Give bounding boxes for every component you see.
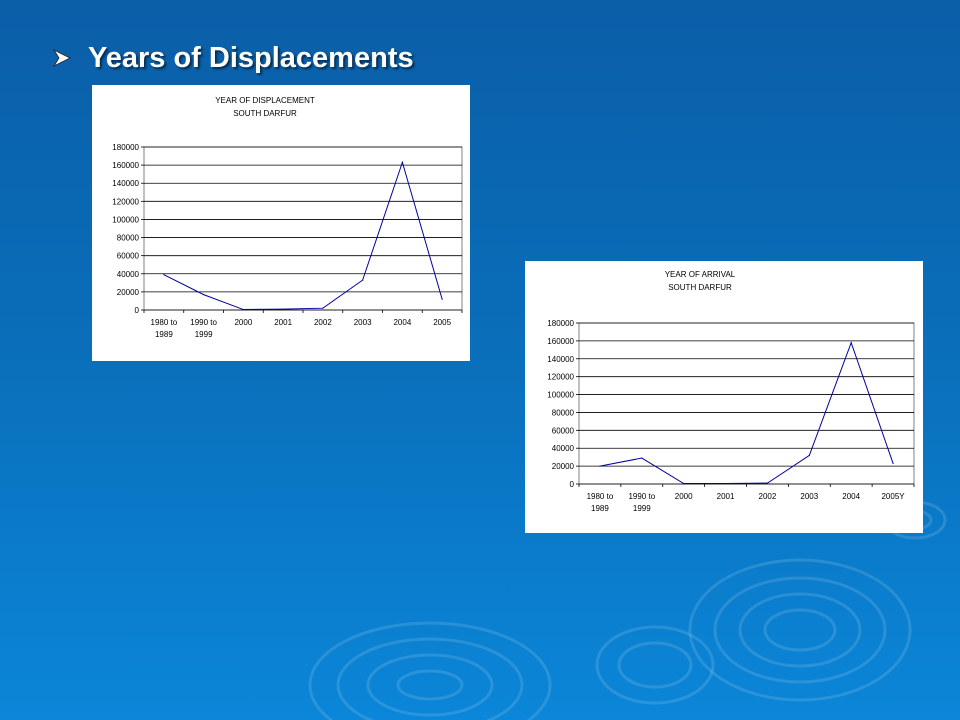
y-tick-label: 140000 xyxy=(112,179,139,188)
y-tick-label: 80000 xyxy=(117,234,140,243)
x-tick-label: 2004 xyxy=(842,492,860,501)
data-point xyxy=(724,482,727,485)
data-point xyxy=(683,482,685,485)
x-tick-label: 1989 xyxy=(155,330,173,339)
x-tick-label: 1990 to xyxy=(628,492,655,501)
x-tick-label: 2001 xyxy=(717,492,735,501)
y-tick-label: 180000 xyxy=(547,319,574,328)
x-tick-label: 1980 to xyxy=(587,492,614,501)
y-tick-label: 100000 xyxy=(112,215,139,224)
chart-year-of-arrival: YEAR OF ARRIVAL SOUTH DARFUR 0 20000 40000 60… xyxy=(525,261,923,533)
data-point xyxy=(892,462,894,465)
data-point xyxy=(808,454,810,456)
data-point xyxy=(401,161,403,163)
data-point xyxy=(641,457,643,459)
x-tick-label: 1999 xyxy=(633,504,651,513)
chart-svg-displacement: YEAR OF DISPLACEMENT SOUTH DARFUR 0 20000 40… xyxy=(112,96,463,339)
y-tick-label: 100000 xyxy=(547,391,574,400)
y-tick-label: 20000 xyxy=(552,462,575,471)
data-point xyxy=(322,307,324,309)
data-point xyxy=(441,298,443,300)
x-tick-label: 2002 xyxy=(759,492,777,501)
series-line xyxy=(163,160,443,311)
y-tick-label: 180000 xyxy=(112,143,139,152)
slide-title-text: Years of Displacements xyxy=(88,41,414,74)
data-point xyxy=(850,342,852,344)
x-tick-label: 1990 to xyxy=(190,318,217,327)
arrow-bullet-icon xyxy=(52,49,71,67)
chart-title: YEAR OF DISPLACEMENT xyxy=(215,96,315,105)
y-tick-label: 160000 xyxy=(547,337,574,346)
x-tick-label: 2000 xyxy=(234,318,252,327)
data-point xyxy=(282,308,284,310)
x-tick-label: 1980 to xyxy=(151,318,178,327)
y-tick-label: 40000 xyxy=(117,270,140,279)
y-tick-label: 40000 xyxy=(552,444,575,453)
x-tick-label: 2000 xyxy=(675,492,693,501)
x-tick-label: 2001 xyxy=(274,318,292,327)
series-line xyxy=(599,341,894,485)
plot-area xyxy=(143,146,463,311)
y-tick-label: 120000 xyxy=(547,373,574,382)
chart-subtitle: SOUTH DARFUR xyxy=(233,109,297,118)
x-tick-label: 2002 xyxy=(314,318,332,327)
y-tick-label: 120000 xyxy=(112,197,139,206)
y-tick-label: 140000 xyxy=(547,355,574,364)
data-point xyxy=(203,294,205,296)
y-tick-label: 0 xyxy=(570,480,575,489)
y-tick-label: 60000 xyxy=(552,426,575,435)
x-tick-label: 2003 xyxy=(800,492,818,501)
x-tick-label: 1999 xyxy=(195,330,213,339)
x-tick-label: 2005 xyxy=(433,318,451,327)
data-point xyxy=(766,482,769,484)
chart-svg-arrival: YEAR OF ARRIVAL SOUTH DARFUR 0 20000 40000 60… xyxy=(547,270,915,513)
data-point xyxy=(242,308,244,311)
y-tick-label: 0 xyxy=(135,306,140,315)
chart-subtitle: SOUTH DARFUR xyxy=(668,283,732,292)
x-tick-label: 2004 xyxy=(393,318,411,327)
plot-area xyxy=(578,322,915,485)
x-tick-label: 1989 xyxy=(591,504,609,513)
slide-title: Years of Displacements xyxy=(52,38,414,78)
chart-year-of-displacement: YEAR OF DISPLACEMENT SOUTH DARFUR 0 20000 40… xyxy=(92,85,470,361)
chart-title: YEAR OF ARRIVAL xyxy=(665,270,736,279)
y-tick-label: 80000 xyxy=(552,408,575,417)
data-point xyxy=(362,279,364,281)
y-tick-label: 20000 xyxy=(117,288,140,297)
y-tick-label: 160000 xyxy=(112,161,139,170)
data-point xyxy=(163,274,165,276)
y-tick-label: 60000 xyxy=(117,252,140,261)
data-point xyxy=(599,465,601,467)
x-tick-label: 2003 xyxy=(354,318,372,327)
x-tick-label: 2005Y xyxy=(881,492,905,501)
